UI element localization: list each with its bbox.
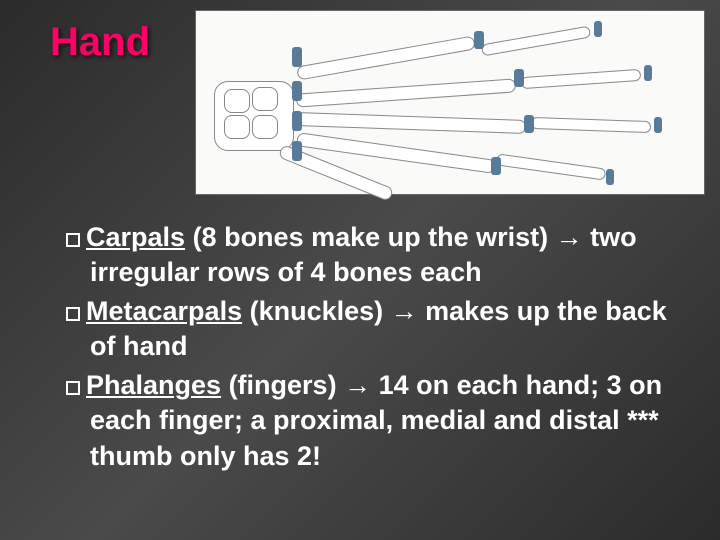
bullet-icon bbox=[66, 307, 80, 321]
arrow-icon: → bbox=[391, 296, 418, 326]
bullet-icon bbox=[66, 233, 80, 247]
hand-bones-diagram bbox=[195, 10, 705, 195]
term: Phalanges bbox=[86, 370, 221, 400]
list-item: Metacarpals (knuckles) → makes up the ba… bbox=[40, 294, 680, 364]
bullet-icon bbox=[66, 381, 80, 395]
page-title: Hand bbox=[50, 20, 150, 65]
arrow-icon: → bbox=[344, 370, 371, 400]
rest: (knuckles) bbox=[242, 296, 391, 326]
bullet-list: Carpals (8 bones make up the wrist) → tw… bbox=[40, 220, 680, 478]
list-item: Carpals (8 bones make up the wrist) → tw… bbox=[40, 220, 680, 290]
term: Carpals bbox=[86, 222, 185, 252]
arrow-icon: → bbox=[556, 222, 583, 252]
rest: (8 bones make up the wrist) bbox=[185, 222, 556, 252]
list-item: Phalanges (fingers) → 14 on each hand; 3… bbox=[40, 368, 680, 473]
rest: (fingers) bbox=[221, 370, 344, 400]
term: Metacarpals bbox=[86, 296, 242, 326]
